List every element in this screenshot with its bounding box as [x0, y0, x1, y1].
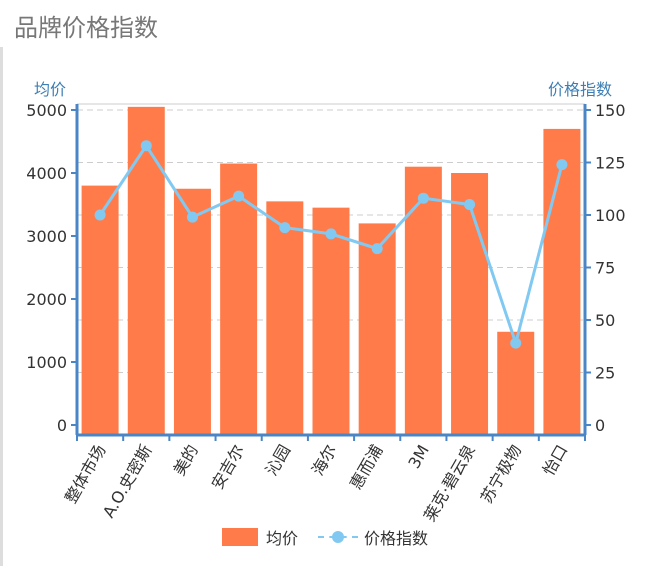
right-axis-title: 价格指数	[548, 80, 613, 99]
price-index-point-4	[279, 222, 291, 234]
price-index-point-7	[417, 192, 429, 204]
price-index-point-3	[233, 190, 245, 202]
bar-0	[81, 185, 119, 435]
left-tick-label-4: 4000	[26, 164, 67, 183]
price-index-point-9	[510, 337, 522, 349]
category-label-6: 惠而浦	[346, 442, 386, 493]
bar-1	[127, 106, 165, 435]
bar-5	[312, 207, 350, 435]
price-index-point-5	[325, 228, 337, 240]
price-index-point-0	[94, 209, 106, 221]
right-tick-label-6: 150	[595, 101, 626, 120]
bar-2	[173, 188, 211, 435]
chart-legend: 均价 价格指数	[0, 525, 650, 555]
right-tick-label-5: 125	[595, 154, 626, 173]
price-index-point-1	[140, 140, 152, 152]
page-title: 品牌价格指数	[14, 14, 158, 42]
bar-9	[497, 331, 535, 435]
right-tick-label-4: 100	[595, 206, 626, 225]
legend-swatch-bar	[222, 528, 258, 546]
left-axis-title: 均价	[34, 80, 67, 99]
right-tick-label-1: 25	[595, 364, 615, 383]
bar-3	[220, 163, 258, 436]
right-tick-label-0: 0	[595, 416, 605, 435]
left-tick-label-2: 2000	[26, 290, 67, 309]
category-label-4: 沁园	[262, 442, 294, 479]
left-tick-label-5: 5000	[26, 101, 67, 120]
category-label-7: 3M	[404, 442, 432, 472]
left-frame-border	[0, 47, 3, 566]
legend-item-avg-price[interactable]: 均价	[222, 525, 298, 549]
price-index-point-2	[186, 211, 198, 223]
left-tick-label-1: 1000	[26, 353, 67, 372]
legend-label-price-index: 价格指数	[364, 529, 429, 548]
category-label-2: 美的	[169, 442, 201, 479]
legend-swatch-line	[318, 528, 358, 546]
right-tick-label-3: 75	[595, 259, 615, 278]
left-tick-label-3: 3000	[26, 227, 67, 246]
category-label-5: 海尔	[308, 442, 340, 479]
bar-6	[358, 223, 396, 435]
price-index-point-6	[371, 243, 383, 255]
bar-10	[543, 128, 581, 435]
right-tick-label-2: 50	[595, 311, 615, 330]
bar-4	[266, 201, 304, 435]
left-tick-label-0: 0	[57, 416, 67, 435]
category-label-0: 整体市场	[61, 442, 109, 507]
bar-7	[404, 166, 442, 435]
legend-item-price-index[interactable]: 价格指数	[318, 525, 428, 549]
price-index-point-10	[556, 159, 568, 171]
price-index-point-8	[464, 199, 476, 210]
category-label-9: 苏宁极物	[477, 442, 525, 507]
category-label-10: 怡口	[539, 442, 571, 479]
bar-8	[451, 173, 489, 435]
legend-label-avg-price: 均价	[266, 529, 299, 548]
category-label-3: 安吉尔	[208, 442, 248, 493]
